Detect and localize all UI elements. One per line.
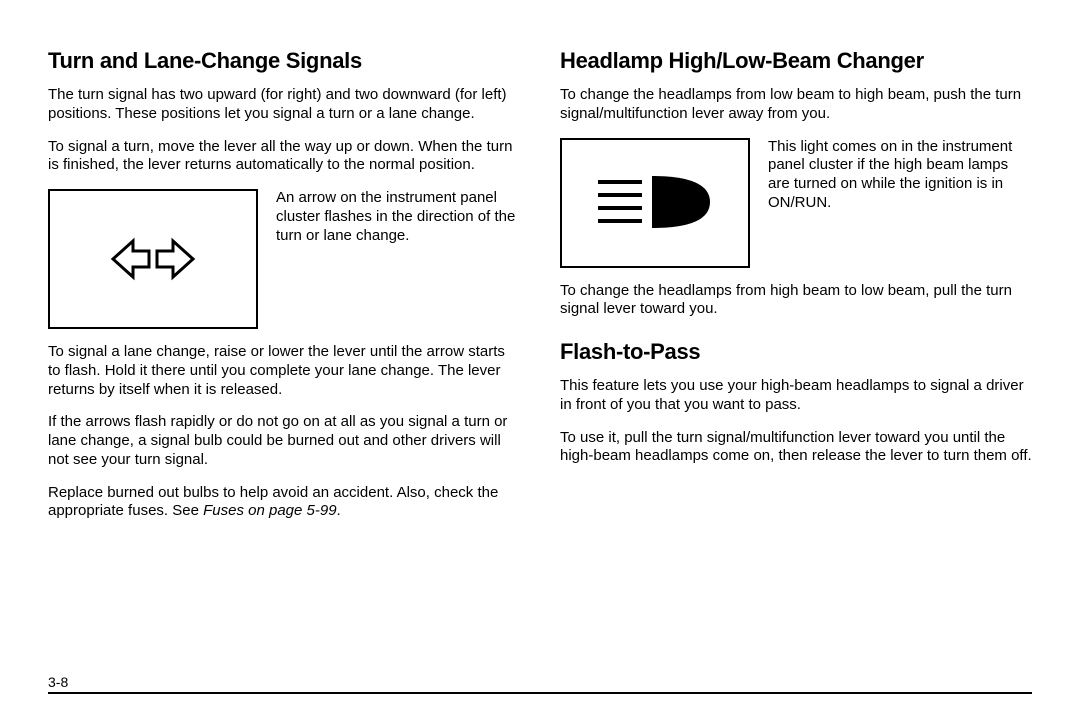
right-column: Headlamp High/Low-Beam Changer To change… — [560, 48, 1032, 668]
paragraph: To signal a turn, move the lever all the… — [48, 138, 520, 176]
figure-row-arrows: An arrow on the instrument panel cluster… — [48, 189, 520, 329]
page-footer: 3-8 — [48, 674, 1032, 694]
heading-flash-to-pass: Flash-to-Pass — [560, 339, 1032, 365]
heading-turn-signals: Turn and Lane-Change Signals — [48, 48, 520, 74]
high-beam-icon — [580, 158, 730, 248]
page-number: 3-8 — [48, 674, 76, 690]
arrows-figure — [48, 189, 258, 329]
figure-caption: This light comes on in the instrument pa… — [768, 138, 1032, 213]
paragraph: To change the headlamps from high beam t… — [560, 282, 1032, 320]
left-column: Turn and Lane-Change Signals The turn si… — [48, 48, 520, 668]
paragraph-fuses: Replace burned out bulbs to help avoid a… — [48, 484, 520, 522]
highbeam-figure — [560, 138, 750, 268]
paragraph: This feature lets you use your high-beam… — [560, 377, 1032, 415]
paragraph: The turn signal has two upward (for righ… — [48, 86, 520, 124]
paragraph: To change the headlamps from low beam to… — [560, 86, 1032, 124]
figure-row-highbeam: This light comes on in the instrument pa… — [560, 138, 1032, 268]
footer-rule — [48, 692, 1032, 694]
paragraph: If the arrows flash rapidly or do not go… — [48, 413, 520, 469]
text: . — [337, 502, 341, 519]
figure-caption: An arrow on the instrument panel cluster… — [276, 189, 520, 245]
reference-fuses: Fuses on page 5-99 — [203, 502, 336, 519]
two-column-layout: Turn and Lane-Change Signals The turn si… — [48, 48, 1032, 668]
heading-headlamp-changer: Headlamp High/Low-Beam Changer — [560, 48, 1032, 74]
turn-arrows-icon — [83, 229, 223, 289]
paragraph: To signal a lane change, raise or lower … — [48, 343, 520, 399]
paragraph: To use it, pull the turn signal/multifun… — [560, 429, 1032, 467]
